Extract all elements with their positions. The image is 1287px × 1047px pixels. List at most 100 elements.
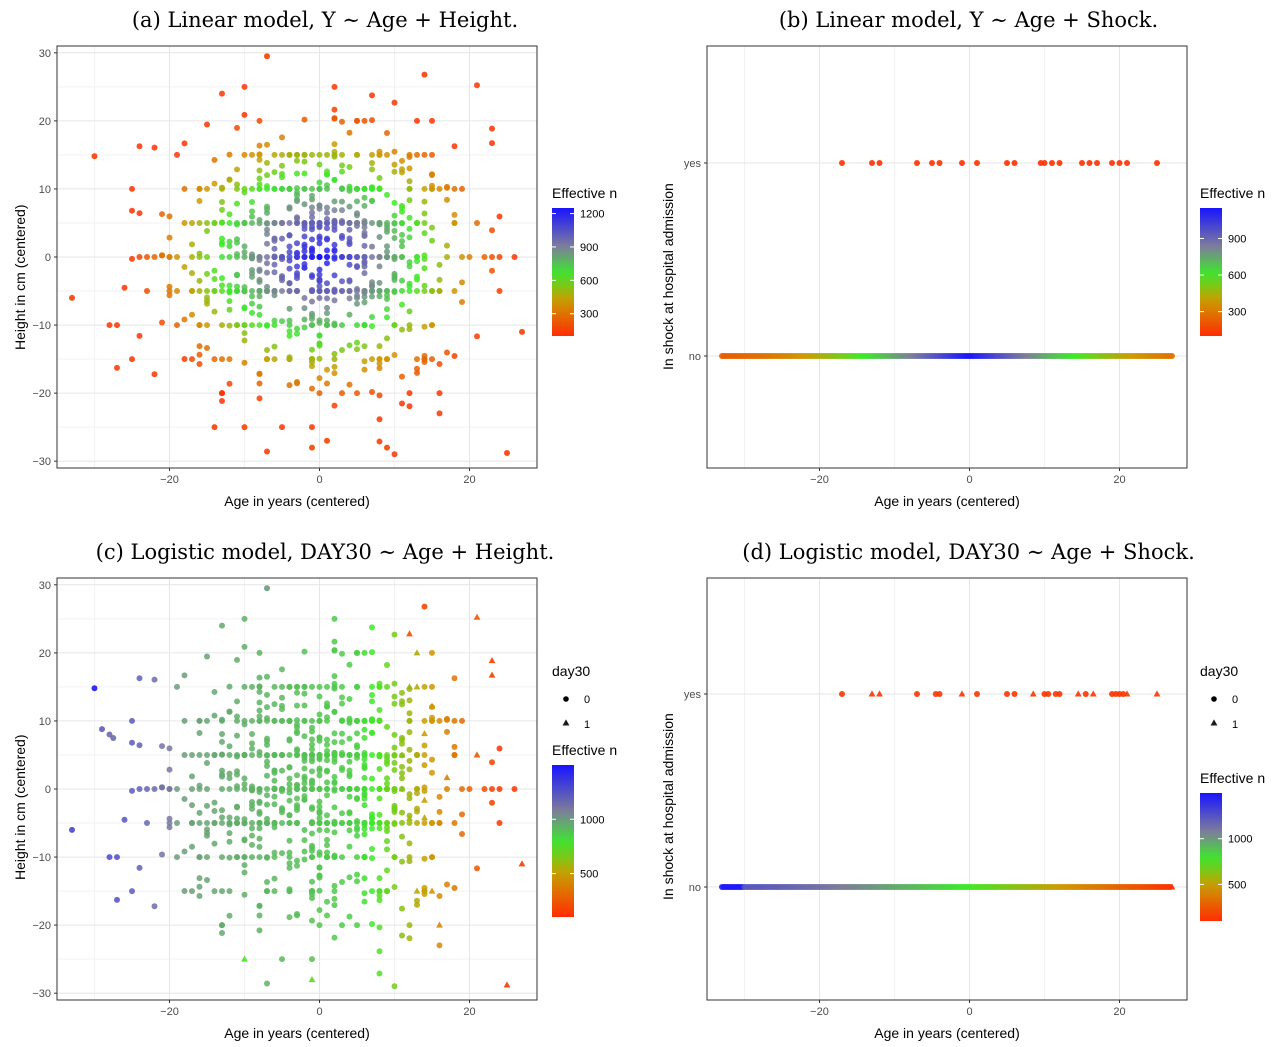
panel-a-point — [391, 161, 398, 168]
panel-c-point — [256, 688, 263, 695]
panel-c-y-tick-label: −10 — [32, 852, 51, 864]
panel-a-point — [249, 266, 255, 273]
panel-a-point — [211, 424, 218, 431]
panel-a-point — [376, 293, 383, 300]
panel-a-point — [451, 353, 458, 360]
panel-c-point — [331, 755, 338, 762]
panel-c-point-triangle — [406, 814, 413, 821]
panel-c-point — [354, 818, 360, 825]
panel-c-point — [451, 751, 458, 758]
panel-a-point — [354, 300, 360, 307]
panel-c-point — [414, 897, 420, 904]
panel-a-point — [241, 254, 248, 260]
panel-c-point — [286, 864, 293, 871]
panel-c-point — [481, 786, 488, 792]
panel-a-point — [376, 263, 383, 270]
panel-c-point — [316, 849, 323, 856]
panel-c-point-triangle — [308, 975, 316, 983]
panel-c-point — [294, 747, 300, 754]
panel-c-point — [496, 820, 503, 827]
panel-c-point — [376, 765, 383, 772]
panel-c-point — [264, 772, 270, 779]
panel-c-point — [354, 786, 360, 792]
panel-a-point — [376, 416, 383, 423]
panel-a-point — [159, 211, 165, 218]
panel-c-point — [189, 820, 195, 827]
panel-a-point — [279, 288, 285, 295]
panel-a-point — [294, 330, 300, 337]
panel-a-point — [234, 283, 240, 290]
panel-a-point — [219, 390, 225, 397]
panel-b-point-yes — [929, 160, 935, 166]
panel-a-point — [271, 343, 278, 350]
panel-a-point — [489, 227, 495, 234]
panel-a-point — [309, 254, 315, 260]
panel-a-point — [241, 151, 248, 158]
panel-a-point — [211, 267, 218, 274]
panel-a-point — [294, 198, 300, 205]
panel-a-point — [324, 295, 330, 302]
panel-a-point — [309, 226, 315, 233]
panel-a-point — [399, 220, 405, 227]
panel-a-point — [376, 288, 383, 295]
panel-c-point — [414, 786, 420, 792]
panel-b-plot-background — [707, 46, 1187, 468]
panel-c-point — [264, 888, 270, 895]
panel-a-point — [204, 294, 210, 301]
panel-a-point — [331, 350, 338, 357]
panel-b-title: (b) Linear model, Y ∼ Age + Shock. — [778, 8, 1159, 32]
panel-c-point — [331, 804, 338, 811]
panel-a-point — [279, 235, 285, 242]
panel-c-point — [331, 888, 338, 895]
panel-c-point — [489, 786, 495, 792]
panel-a-point — [406, 185, 413, 192]
panel-c-point — [369, 815, 375, 822]
panel-a-point — [436, 410, 443, 417]
panel-c-point — [376, 825, 383, 832]
panel-c-point-triangle — [473, 613, 481, 620]
panel-a-point — [219, 288, 225, 295]
panel-c-point — [316, 887, 323, 894]
panel-c-point — [181, 795, 188, 802]
panel-a-point — [406, 308, 413, 315]
panel-c-point — [309, 746, 315, 753]
panel-a-point — [249, 309, 255, 316]
panel-a-point — [226, 356, 233, 363]
panel-c-point — [144, 786, 150, 792]
panel-a-point — [234, 239, 240, 246]
panel-a-point — [316, 240, 323, 247]
panel-a-point — [361, 270, 368, 277]
panel-a-point — [286, 322, 293, 329]
panel-c-point — [196, 809, 203, 816]
panel-c-point — [324, 779, 330, 786]
panel-c-point — [414, 820, 420, 827]
panel-c-point — [361, 795, 368, 802]
panel-c-point — [129, 787, 135, 794]
panel-c-point — [309, 779, 315, 786]
panel-c-point — [414, 808, 420, 815]
panel-a-point — [234, 181, 240, 188]
panel-d-point-yes-triangle — [958, 690, 966, 697]
panel-c-point — [309, 724, 315, 731]
panel-c-point — [399, 689, 405, 696]
panel-a-point — [226, 211, 233, 218]
panel-a-point — [384, 444, 390, 451]
panel-c-point — [294, 689, 300, 696]
panel-c-point — [294, 911, 300, 918]
panel-a-point — [316, 185, 323, 192]
panel-a-point — [324, 310, 330, 317]
panel-c-point — [151, 676, 158, 683]
panel-c-point — [384, 661, 390, 668]
panel-a-point — [219, 322, 225, 329]
panel-c-point — [406, 757, 413, 764]
panel-a-point — [69, 294, 75, 301]
panel-a-point — [406, 234, 413, 241]
panel-a-y-tick-label: 30 — [39, 48, 51, 60]
panel-c-point — [110, 734, 117, 741]
panel-a-point — [114, 364, 120, 371]
panel-a-point — [361, 289, 368, 296]
panel-a-point — [286, 305, 293, 312]
panel-c-point — [339, 879, 345, 886]
panel-c-point — [271, 854, 278, 861]
panel-a-point — [204, 344, 210, 351]
